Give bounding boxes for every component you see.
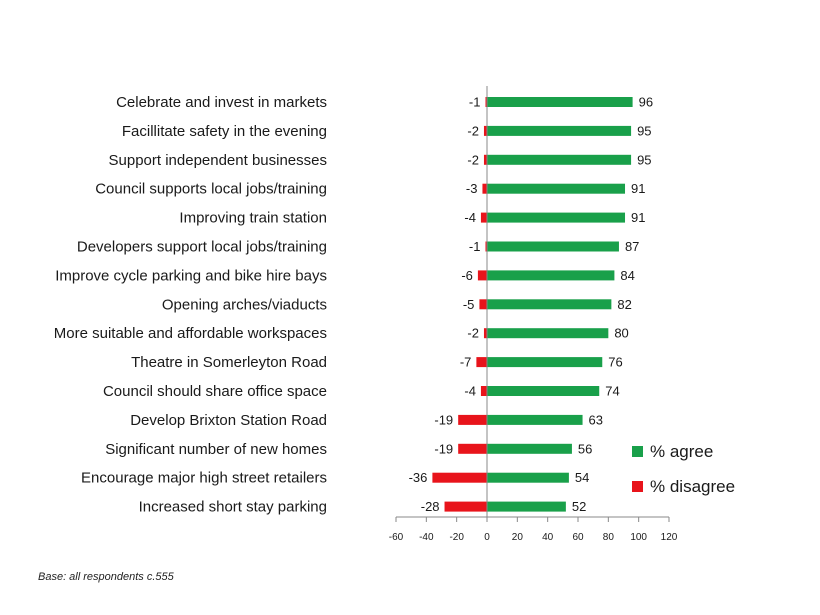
bar-agree <box>487 299 612 310</box>
legend-label: % agree <box>650 442 713 461</box>
bar-disagree <box>458 443 487 454</box>
data-label-agree: 56 <box>578 441 592 456</box>
legend-swatch <box>632 446 643 457</box>
bar-disagree <box>485 97 487 107</box>
legend-label: % disagree <box>650 477 735 496</box>
bar-agree <box>487 357 603 368</box>
x-tick-label: 40 <box>542 532 554 543</box>
data-label-disagree: -2 <box>467 326 479 341</box>
data-label-disagree: -6 <box>461 268 473 283</box>
data-label-agree: 76 <box>608 355 622 370</box>
data-label-agree: 84 <box>620 268 634 283</box>
bar-agree <box>487 154 632 165</box>
bar-agree <box>487 125 632 136</box>
bar-disagree <box>483 125 487 136</box>
category-label: Council should share office space <box>103 383 327 400</box>
data-label-agree: 54 <box>575 470 589 485</box>
x-tick-label: 80 <box>603 532 615 543</box>
bar-disagree <box>432 472 487 483</box>
x-tick-label: -60 <box>389 532 404 543</box>
data-label-disagree: -5 <box>463 297 475 312</box>
data-label-disagree: -4 <box>464 210 476 225</box>
bar-agree <box>487 270 615 281</box>
bar-disagree <box>483 154 487 165</box>
category-label: Increased short stay parking <box>139 499 327 516</box>
category-label: Theatre in Somerleyton Road <box>131 354 327 371</box>
data-label-disagree: -36 <box>409 470 428 485</box>
category-label: More suitable and affordable workspaces <box>54 325 327 342</box>
x-tick-label: 60 <box>572 532 584 543</box>
x-tick-label: -20 <box>449 532 464 543</box>
data-label-agree: 63 <box>589 412 603 427</box>
category-label: Opening arches/viaducts <box>162 296 327 313</box>
bar-agree <box>487 328 609 339</box>
data-label-agree: 52 <box>572 499 586 514</box>
data-label-disagree: -1 <box>469 239 481 254</box>
category-label: Support independent businesses <box>109 152 328 169</box>
base-footnote: Base: all respondents c.555 <box>38 571 174 583</box>
bar-disagree <box>479 299 487 310</box>
bar-disagree <box>482 183 487 194</box>
data-label-agree: 91 <box>631 210 645 225</box>
bar-disagree <box>485 241 487 252</box>
bar-disagree <box>480 212 487 223</box>
bar-disagree <box>476 357 487 368</box>
legend-swatch <box>632 481 643 492</box>
bar-agree <box>487 386 600 396</box>
category-label: Facillitate safety in the evening <box>122 123 327 140</box>
category-label: Improving train station <box>179 210 327 227</box>
bar-agree <box>487 212 626 223</box>
data-label-agree: 87 <box>625 239 639 254</box>
data-label-disagree: -4 <box>464 384 476 399</box>
data-label-disagree: -2 <box>467 123 479 138</box>
bar-disagree <box>458 414 487 425</box>
data-label-agree: 96 <box>639 95 653 110</box>
data-label-disagree: -7 <box>460 355 472 370</box>
category-label: Improve cycle parking and bike hire bays <box>55 267 327 284</box>
bar-agree <box>487 241 619 252</box>
data-label-agree: 80 <box>614 326 628 341</box>
bar-disagree <box>480 386 487 396</box>
bar-agree <box>487 97 633 107</box>
data-label-agree: 95 <box>637 152 651 167</box>
data-label-disagree: -19 <box>434 412 453 427</box>
data-label-disagree: -28 <box>421 499 440 514</box>
data-label-agree: 82 <box>617 297 631 312</box>
data-label-disagree: -2 <box>467 152 479 167</box>
x-tick-label: -40 <box>419 532 434 543</box>
category-label: Encourage major high street retailers <box>81 470 327 487</box>
bar-disagree <box>483 328 487 339</box>
data-label-disagree: -1 <box>469 95 481 110</box>
category-label: Council supports local jobs/training <box>95 181 327 198</box>
data-label-agree: 95 <box>637 123 651 138</box>
data-label-agree: 91 <box>631 181 645 196</box>
x-tick-label: 120 <box>661 532 678 543</box>
bar-agree <box>487 414 583 425</box>
category-label: Developers support local jobs/training <box>77 239 327 256</box>
x-tick-label: 0 <box>484 532 490 543</box>
bar-agree <box>487 183 626 194</box>
bar-disagree <box>477 270 487 281</box>
x-tick-label: 20 <box>512 532 524 543</box>
data-label-disagree: -3 <box>466 181 478 196</box>
data-label-disagree: -19 <box>434 441 453 456</box>
bar-agree <box>487 472 569 483</box>
x-tick-label: 100 <box>630 532 647 543</box>
category-label: Develop Brixton Station Road <box>130 412 327 429</box>
bar-disagree <box>444 501 487 512</box>
bar-agree <box>487 443 572 454</box>
category-label: Significant number of new homes <box>105 441 327 458</box>
data-label-agree: 74 <box>605 384 619 399</box>
category-label: Celebrate and invest in markets <box>116 94 327 111</box>
bar-agree <box>487 501 566 512</box>
